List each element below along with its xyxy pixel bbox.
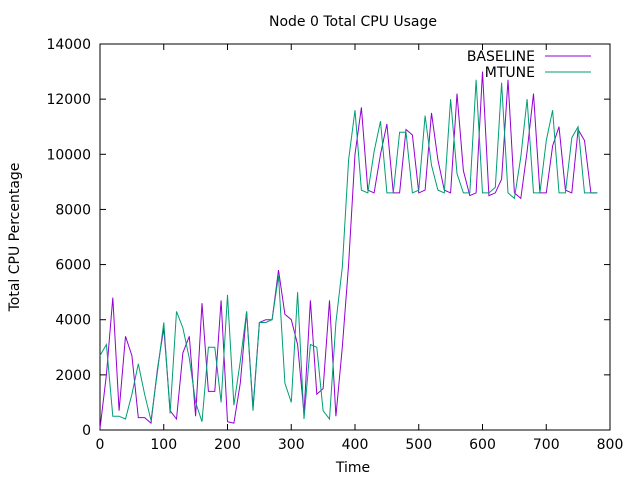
plot-lines: [99, 71, 598, 429]
x-tick-label: 0: [96, 437, 105, 453]
series-line-baseline: [99, 71, 598, 429]
x-tick-label: 600: [469, 437, 496, 453]
y-tick-label: 10000: [46, 147, 91, 163]
x-tick-label: 400: [342, 437, 369, 453]
x-tick-label: 300: [278, 437, 305, 453]
x-tick-label: 200: [214, 437, 241, 453]
x-tick-label: 800: [597, 437, 624, 453]
y-tick-label: 14000: [46, 37, 91, 53]
y-tick-label: 12000: [46, 92, 91, 108]
y-tick-label: 4000: [55, 313, 91, 329]
y-tick-label: 6000: [55, 258, 91, 274]
series-line-mtune: [99, 79, 598, 422]
legend-label-baseline: BASELINE: [467, 49, 535, 65]
x-tick-label: 700: [533, 437, 560, 453]
chart-title: Node 0 Total CPU Usage: [269, 14, 437, 30]
x-tick-label: 500: [405, 437, 432, 453]
plot-border: [99, 43, 611, 431]
axes: 0 100 200 300 400 500 600 700 800020004000600080…: [46, 37, 623, 453]
y-tick-label: 0: [82, 423, 91, 439]
x-axis-label: Time: [335, 460, 370, 476]
y-tick-label: 8000: [55, 202, 91, 218]
legend-label-mtune: MTUNE: [485, 65, 535, 81]
y-tick-label: 2000: [55, 368, 91, 384]
y-axis-label: Total CPU Percentage: [7, 163, 23, 313]
x-tick-label: 100: [150, 437, 177, 453]
